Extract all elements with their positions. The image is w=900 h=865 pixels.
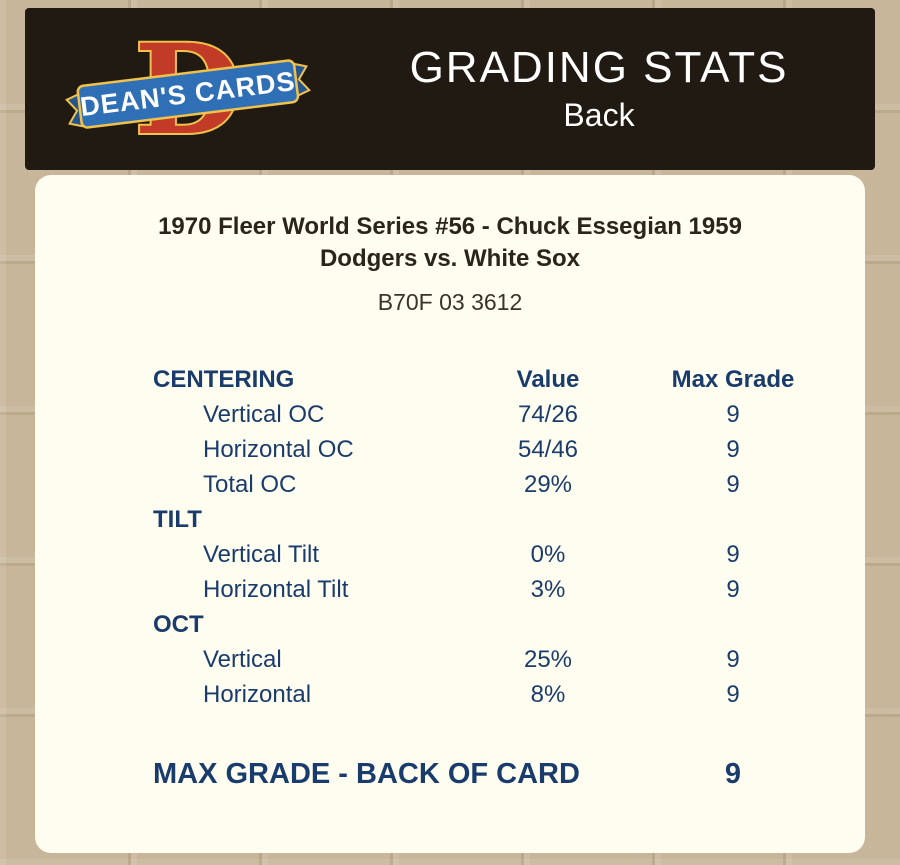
section-header-centering: CENTERING [153,365,295,393]
card-title: 1970 Fleer World Series #56 - Chuck Esse… [35,211,865,275]
row-label: Horizontal Tilt [203,575,349,603]
row-label: Horizontal [203,680,312,708]
row-label: Vertical [203,645,282,673]
grading-panel: 1970 Fleer World Series #56 - Chuck Esse… [35,175,865,853]
section-header-tilt-row: TILT [153,502,865,537]
row-max-grade: 9 [726,540,740,568]
row-max-grade: 9 [726,575,740,603]
page-subtitle: Back [563,97,635,133]
table-header-row: CENTERING Value Max Grade [153,362,865,397]
header-titles: GRADING STATS Back [323,42,875,136]
row-label: Vertical Tilt [203,540,320,568]
column-header-max-grade: Max Grade [671,365,795,393]
table-row: Horizontal OC 54/46 9 [153,432,865,467]
row-value: 54/46 [517,435,579,463]
row-value: 3% [530,575,566,603]
table-row: Vertical 25% 9 [153,642,865,677]
row-max-grade: 9 [726,470,740,498]
deans-cards-logo-icon: D DEAN'S CARDS [65,21,311,157]
card-title-line2: Dodgers vs. White Sox [319,245,581,272]
row-value: 29% [523,470,573,498]
section-header-tilt: TILT [153,505,202,533]
row-value: 74/26 [517,400,579,428]
table-row: Horizontal 8% 9 [153,677,865,712]
deans-cards-logo: D DEAN'S CARDS [53,19,323,159]
header-bar: D DEAN'S CARDS GRADING STATS Back [25,8,875,170]
row-max-grade: 9 [726,645,740,673]
card-code: B70F 03 3612 [377,289,523,315]
table-row: Vertical Tilt 0% 9 [153,537,865,572]
row-max-grade: 9 [726,400,740,428]
page-title: GRADING STATS [409,43,789,92]
section-header-oct-row: OCT [153,607,865,642]
column-header-value: Value [516,365,580,393]
table-row: Horizontal Tilt 3% 9 [153,572,865,607]
row-value: 25% [523,645,573,673]
table-row: Vertical OC 74/26 9 [153,397,865,432]
max-grade-footer-label: MAX GRADE - BACK OF CARD [153,758,580,790]
row-max-grade: 9 [726,435,740,463]
row-max-grade: 9 [726,680,740,708]
max-grade-footer-value: 9 [724,758,742,790]
table-row: Total OC 29% 9 [153,467,865,502]
row-label: Vertical OC [203,400,325,428]
card-title-line1: 1970 Fleer World Series #56 - Chuck Esse… [158,213,742,240]
row-label: Total OC [203,470,297,498]
section-header-oct: OCT [153,610,204,638]
stats-table: CENTERING Value Max Grade Vertical OC 74… [35,362,865,712]
row-label: Horizontal OC [203,435,354,463]
row-value: 0% [530,540,566,568]
row-value: 8% [530,680,566,708]
max-grade-footer: MAX GRADE - BACK OF CARD 9 [35,758,865,791]
